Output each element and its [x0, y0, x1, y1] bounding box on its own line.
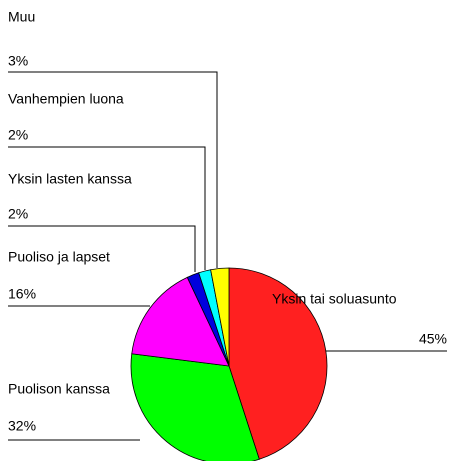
pie-slice — [131, 276, 230, 367]
slice-label: Puolison kanssa — [8, 381, 110, 397]
pie-slice — [228, 267, 328, 460]
pie-slice — [210, 267, 230, 367]
value-label: 3% — [8, 53, 28, 69]
slice-label: Yksin lasten kanssa — [8, 171, 132, 187]
leader-line — [8, 146, 206, 270]
slice-label: Muu — [8, 9, 35, 25]
slice-label: Vanhempien luona — [8, 91, 124, 107]
leader-line — [8, 71, 218, 268]
leader-lines — [8, 71, 447, 441]
value-label: 32% — [8, 418, 36, 434]
value-label: 2% — [8, 206, 28, 222]
value-label: 45% — [419, 331, 447, 347]
leader-line — [8, 225, 196, 272]
value-label: 2% — [8, 127, 28, 143]
slice-label: Yksin tai soluasunto — [272, 291, 397, 307]
slice-label: Puoliso ja lapset — [8, 249, 110, 265]
pie-slice — [130, 353, 260, 461]
value-label: 16% — [8, 286, 36, 302]
